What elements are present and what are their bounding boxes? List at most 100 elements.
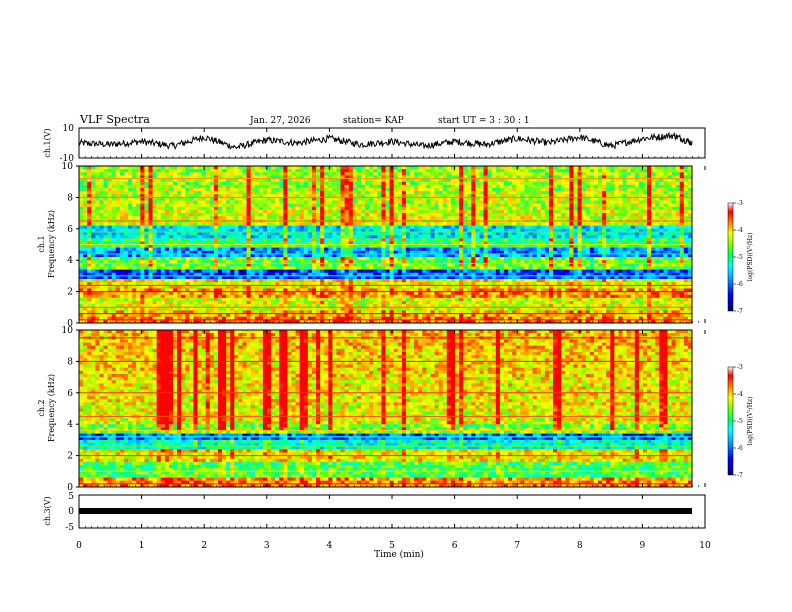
spectrogram-cell bbox=[540, 172, 546, 176]
spectrogram-cell bbox=[209, 206, 215, 211]
spectrogram-cell bbox=[504, 260, 509, 264]
spectrogram-cell bbox=[136, 263, 141, 267]
spectrogram-cell bbox=[160, 213, 166, 217]
spectrogram-cell bbox=[123, 213, 129, 217]
spectrogram-cell bbox=[250, 235, 256, 239]
spectrogram-cell bbox=[410, 235, 415, 239]
spectrogram-cell bbox=[589, 169, 595, 173]
spectrogram-cell bbox=[262, 263, 268, 267]
spectrogram-cell bbox=[520, 257, 525, 261]
spectrogram-cell bbox=[438, 241, 444, 245]
spectrogram-cell bbox=[638, 257, 644, 261]
spectrogram-cell bbox=[573, 244, 578, 248]
spectrogram-cell bbox=[156, 241, 162, 245]
spectrogram-cell bbox=[532, 209, 538, 214]
spectrogram-cell bbox=[606, 228, 611, 233]
spectrogram-cell bbox=[250, 169, 256, 173]
spectrogram-cell bbox=[504, 231, 509, 236]
spectrogram-cell bbox=[95, 178, 100, 182]
spectrogram-cell bbox=[83, 206, 88, 211]
spectrogram-cell bbox=[209, 166, 215, 170]
spectrogram-cell bbox=[548, 238, 554, 242]
spectrogram-cell bbox=[602, 169, 607, 173]
spectrogram-cell bbox=[401, 200, 407, 204]
spectrogram-cell bbox=[487, 244, 493, 248]
spectrogram-cell bbox=[475, 194, 480, 198]
spectrogram-cell bbox=[316, 247, 321, 252]
spectrogram-cell bbox=[397, 257, 403, 261]
spectrogram-cell bbox=[156, 181, 162, 186]
spectrogram-cell bbox=[520, 187, 525, 192]
spectrogram-cell bbox=[573, 247, 578, 252]
spectrogram-cell bbox=[418, 206, 423, 211]
spectrogram-cell bbox=[238, 175, 243, 179]
spectrogram-cell bbox=[83, 231, 88, 236]
spectrogram-cell bbox=[336, 238, 341, 242]
spectrogram-cell bbox=[271, 169, 276, 173]
spectrogram-cell bbox=[275, 191, 280, 195]
spectrogram-cell bbox=[389, 222, 394, 226]
spectrogram-cell bbox=[414, 200, 419, 204]
spectrogram-cell bbox=[152, 263, 157, 267]
spectrogram-cell bbox=[483, 266, 488, 270]
spectrogram-cell bbox=[602, 200, 607, 204]
spectrogram-cell bbox=[360, 247, 366, 252]
spectrogram-cell bbox=[99, 238, 104, 242]
spectrogram-cell bbox=[95, 228, 100, 233]
spectrogram-cell bbox=[602, 184, 607, 189]
spectrogram-cell bbox=[123, 235, 129, 239]
spectrogram-cell bbox=[123, 269, 129, 274]
spectrogram-cell bbox=[471, 260, 476, 264]
spectrogram-cell bbox=[205, 238, 211, 242]
spectrogram-cell bbox=[205, 206, 211, 211]
spectrogram-cell bbox=[177, 244, 182, 248]
spectrogram-cell bbox=[683, 244, 689, 248]
spectrogram-cell bbox=[87, 213, 92, 217]
spectrogram-cell bbox=[405, 203, 411, 208]
spectrogram-cell bbox=[573, 213, 578, 217]
spectrogram-cell bbox=[291, 191, 296, 195]
spectrogram-cell bbox=[356, 244, 362, 248]
spectrogram-cell bbox=[185, 222, 190, 226]
spectrogram-cell bbox=[128, 166, 133, 170]
spectrogram-cell bbox=[524, 206, 529, 211]
spectrogram-cell bbox=[234, 216, 239, 220]
spectrogram-cell bbox=[311, 169, 317, 173]
spectrogram-cell bbox=[83, 178, 88, 182]
spectrogram-cell bbox=[132, 175, 137, 179]
spectrogram-cell bbox=[132, 257, 137, 261]
spectrogram-cell bbox=[234, 213, 239, 217]
spectrogram-cell bbox=[271, 216, 276, 220]
spectrogram-cell bbox=[99, 181, 104, 186]
spectrogram-cell bbox=[618, 181, 623, 186]
spectrogram-cell bbox=[557, 200, 562, 204]
spectrogram-cell bbox=[279, 222, 284, 226]
spectrogram-cell bbox=[311, 187, 317, 192]
spectrogram-cell bbox=[377, 238, 382, 242]
spectrogram-cell bbox=[266, 253, 272, 258]
spectrogram-cell bbox=[487, 203, 493, 208]
spectrogram-cell bbox=[279, 172, 284, 176]
spectrogram-cell bbox=[275, 253, 280, 258]
spectrogram-cell bbox=[499, 238, 505, 242]
spectrogram-cell bbox=[593, 247, 599, 252]
spectrogram-cell bbox=[573, 197, 578, 201]
spectrogram-cell bbox=[91, 172, 96, 176]
spectrogram-cell bbox=[299, 216, 305, 220]
spectrogram-cell bbox=[504, 166, 509, 170]
spectrogram-cell bbox=[132, 169, 137, 173]
spectrogram-cell bbox=[246, 166, 251, 170]
spectrogram-cell bbox=[99, 203, 104, 208]
spectrogram-cell bbox=[271, 263, 276, 267]
spectrogram-cell bbox=[544, 231, 550, 236]
spectrogram-cell bbox=[610, 175, 615, 179]
spectrogram-cell bbox=[573, 209, 578, 214]
spectrogram-cell bbox=[606, 241, 611, 245]
spectrogram-cell bbox=[663, 228, 668, 233]
spectrogram-cell bbox=[663, 263, 668, 267]
spectrogram-cell bbox=[606, 260, 611, 264]
spectrogram-cell bbox=[177, 247, 182, 252]
spectrogram-cell bbox=[414, 169, 419, 173]
spectrogram-cell bbox=[365, 169, 370, 173]
spectrogram-cell bbox=[262, 200, 268, 204]
